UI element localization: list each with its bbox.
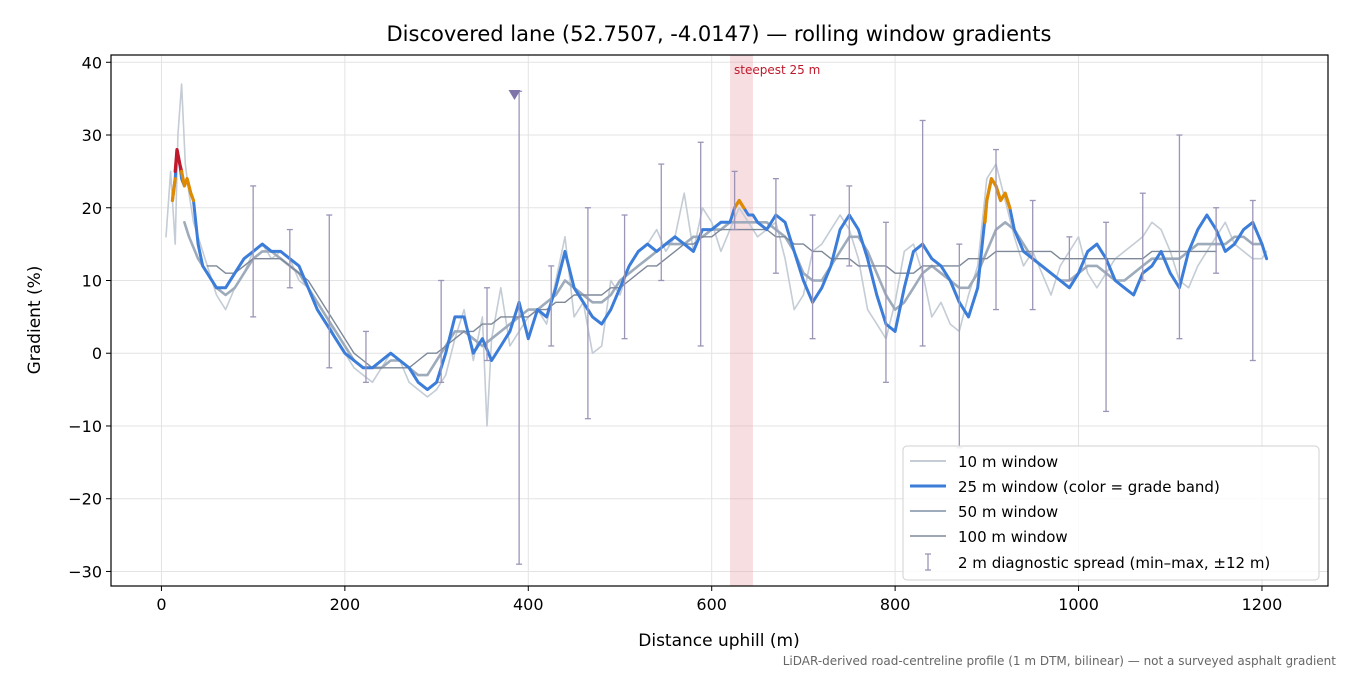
grade-band-segment-steep (170, 177, 177, 203)
legend-label-25m: 25 m window (color = grade band) (958, 478, 1220, 496)
error-bar (1213, 207, 1220, 274)
error-bar (809, 214, 816, 340)
error-bar (658, 163, 665, 282)
y-tick-label: −30 (68, 562, 102, 581)
series-line-100m (206, 228, 1217, 369)
error-bar (1066, 236, 1073, 282)
legend-swatch-errorbar (925, 553, 931, 571)
steepest-band (730, 55, 753, 586)
legend-label-100m: 100 m window (958, 528, 1068, 546)
legend-label-10m: 10 m window (958, 453, 1058, 471)
legend-box (902, 445, 1320, 581)
error-bar (697, 141, 704, 347)
error-bar (484, 287, 491, 362)
x-tick-label: 1000 (1058, 595, 1099, 614)
x-tick-label: 600 (696, 595, 727, 614)
error-bar (993, 148, 1000, 311)
y-tick-label: 40 (82, 53, 102, 72)
error-bar (584, 207, 591, 420)
legend: 10 m window 25 m window (color = grade b… (902, 445, 1320, 581)
y-tick-label: −20 (68, 490, 102, 509)
error-bar (286, 228, 293, 289)
y-tick-label: 20 (82, 199, 102, 218)
x-tick-label: 200 (330, 595, 361, 614)
x-tick-label: 800 (880, 595, 911, 614)
highlight-band: steepest 25 m (730, 55, 820, 586)
x-tick-label: 0 (156, 595, 166, 614)
x-ticks: 0 200 400 600 800 1000 1200 (156, 586, 1282, 614)
error-bar (1249, 199, 1256, 362)
error-bar (621, 214, 628, 340)
error-bar (1029, 199, 1036, 311)
steepest-band-label: steepest 25 m (734, 63, 820, 77)
error-bars (250, 90, 1256, 565)
error-bar (731, 170, 738, 231)
footnote: LiDAR-derived road-centreline profile (1… (783, 654, 1337, 668)
grade-band-segment-steep (180, 169, 196, 203)
y-tick-label: 10 (82, 271, 102, 290)
series-layer (165, 83, 1269, 427)
error-bar (1139, 192, 1146, 282)
y-ticks: −30 −20 −10 0 10 20 30 40 (68, 53, 111, 581)
error-bar (772, 178, 779, 274)
x-axis-label: Distance uphill (m) (638, 631, 799, 651)
series-line-25m (170, 148, 1269, 392)
error-bar (882, 221, 889, 383)
error-bar (438, 279, 445, 383)
x-tick-label: 1200 (1242, 595, 1283, 614)
error-bar (1103, 221, 1110, 413)
error-bar (326, 214, 333, 369)
error-bar (362, 330, 369, 383)
legend-label-errorbar: 2 m diagnostic spread (min–max, ±12 m) (958, 554, 1270, 572)
error-bar (250, 185, 257, 318)
grade-band-segment-very_steep (173, 148, 184, 173)
x-tick-label: 400 (513, 595, 544, 614)
error-bar (548, 265, 555, 347)
error-bar (1176, 134, 1183, 340)
error-bar (846, 185, 853, 267)
y-tick-label: 30 (82, 126, 102, 145)
y-axis-label: Gradient (%) (25, 266, 45, 375)
y-tick-label: 0 (92, 344, 102, 363)
legend-label-50m: 50 m window (958, 503, 1058, 521)
y-tick-label: −10 (68, 417, 102, 436)
grade-band-segment-steep (732, 198, 746, 210)
grid-lines (111, 55, 1328, 586)
plot-frame (110, 54, 1329, 587)
chart-title: Discovered lane (52.7507, -4.0147) — rol… (387, 22, 1052, 46)
error-bar (919, 119, 926, 347)
error-bar-marker (508, 90, 521, 101)
